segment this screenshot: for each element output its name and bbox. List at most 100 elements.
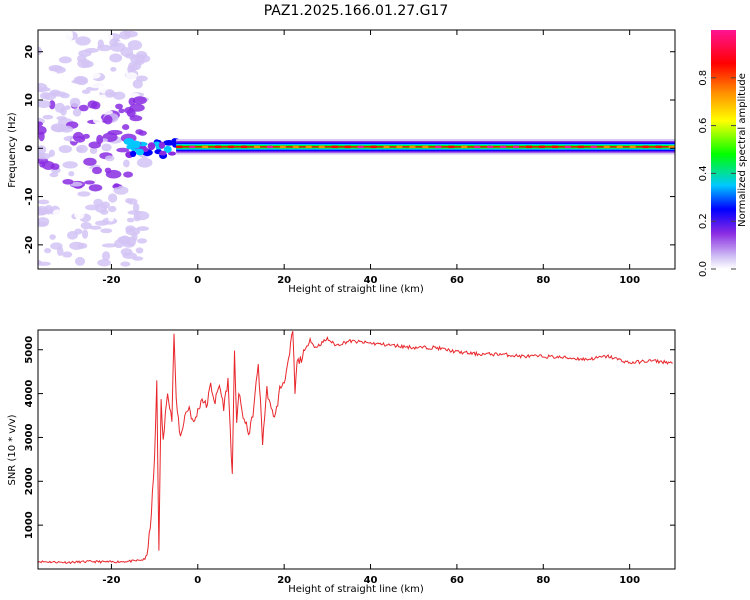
spectrogram-noise-blob	[123, 171, 133, 178]
spectrogram-noise-blob	[132, 261, 143, 266]
spectrogram-noise-blob	[115, 103, 123, 110]
spectrogram-noise-blob	[56, 246, 64, 256]
spectrogram-noise-blob	[38, 65, 46, 74]
spectrogram-xtick-label: 60	[450, 275, 464, 286]
spectrogram-noise-blob	[125, 198, 133, 204]
spectrogram-ytick-label: 0	[24, 145, 35, 152]
spectrogram-noise-blob	[136, 157, 153, 168]
spectrogram-noise-blob	[64, 105, 71, 110]
spectrogram-noise-blob	[127, 40, 143, 51]
spectrogram-noise-blob	[42, 114, 54, 120]
snr-xtick-label: 100	[619, 575, 640, 586]
spectrogram-noise-blob	[86, 209, 94, 214]
spectrogram-noise-blob	[123, 159, 130, 168]
spectrogram-ytick-label: 10	[24, 93, 35, 107]
spectrogram-panel: -20 0 20 40 60 80 100 -20 -10 0 10 20 Height of str…	[7, 29, 676, 295]
spectrogram-transition-blob	[163, 140, 175, 146]
spectrogram-noise-blob	[116, 147, 130, 153]
spectrogram-band-peak	[409, 145, 416, 149]
spectrogram-band-peak	[590, 145, 597, 149]
spectrogram-noise-blob	[107, 213, 115, 222]
spectrogram-ytick-label: -20	[24, 236, 35, 254]
colorbar-axes: 0.0 0.2 0.4 0.6 0.8	[698, 70, 736, 277]
spectrogram-noise-blob	[136, 75, 148, 82]
spectrogram-noise-blob	[77, 58, 91, 69]
spectrogram-noise-blob	[108, 193, 118, 203]
spectrogram-noise-blob	[101, 243, 118, 248]
spectrogram-noise-blob	[72, 131, 84, 142]
snr-frame	[37, 329, 676, 570]
spectrogram-noise-blob	[110, 66, 117, 72]
spectrogram-noise-blob	[97, 44, 112, 52]
spectrogram-noise-blob	[52, 209, 63, 218]
spectrogram-noise-blob	[66, 231, 78, 240]
spectrogram-noise-blob	[42, 70, 58, 78]
spectrogram-noise-blob	[84, 47, 99, 53]
spectrogram-noise-blob	[38, 30, 46, 38]
spectrogram-noise-blob	[133, 211, 150, 221]
snr-ylabel: SNR (10 * v/v)	[7, 414, 18, 485]
spectrogram-noise-blob	[119, 30, 132, 40]
spectrogram-noise-blob	[119, 69, 129, 75]
spectrogram-noise-blob	[38, 46, 43, 55]
spectrogram-noise-blob	[100, 228, 113, 234]
spectrogram-noise-blob	[72, 108, 82, 117]
snr-panel: -20 0 20 40 60 80 100 1000 2000 3000 4000 5000 Heig…	[7, 329, 676, 595]
spectrogram-noise-blob	[49, 234, 56, 240]
spectrogram-band-peak	[240, 145, 247, 149]
spectrogram-noise-blob	[101, 251, 111, 261]
spectrogram-xtick-label: -20	[102, 275, 120, 286]
spectrogram-noise-blob	[38, 199, 50, 205]
spectrogram-noise-blob	[125, 72, 138, 80]
spectrogram-band-peak	[500, 145, 507, 149]
spectrogram-noise-blob	[110, 77, 118, 85]
spectrogram-noise-blob	[46, 225, 57, 232]
spectrogram-band-peak	[176, 145, 183, 149]
colorbar-tick-label: 0.2	[698, 213, 709, 229]
spectrogram-noise-blob	[110, 42, 126, 52]
spectrogram-noise-blob	[111, 143, 119, 154]
spectrogram-noise-blob	[81, 229, 89, 239]
spectrogram-band-peak	[253, 145, 260, 149]
spectrogram-noise-blob	[124, 53, 137, 59]
spectrogram-noise-blob	[101, 143, 112, 152]
spectrogram-noise-blob	[77, 242, 88, 249]
spectrogram-band-peak	[383, 145, 390, 149]
spectrogram-band-peak	[266, 145, 273, 149]
spectrogram-noise-blob	[120, 261, 131, 267]
spectrogram-noise-blob	[58, 145, 73, 153]
spectrogram-noise-blob	[124, 107, 134, 114]
spectrogram-band-peak	[318, 145, 325, 149]
spectrogram-transition-blob	[147, 142, 156, 151]
spectrogram-band-peak	[435, 145, 442, 149]
colorbar-tick-label: 0.6	[698, 118, 709, 134]
spectrogram-noise-blob	[75, 36, 91, 46]
spectrogram-noise-blob	[97, 259, 111, 267]
spectrogram-xtick-label: 20	[277, 275, 291, 286]
spectrogram-noise-blob	[131, 62, 142, 71]
spectrogram-noise-blob	[38, 121, 43, 127]
snr-xtick-label: 40	[364, 575, 378, 586]
snr-ytick-label: 2000	[24, 467, 35, 495]
spectrogram-noise-blob	[64, 31, 74, 42]
spectrogram-noise-blob	[67, 193, 78, 201]
spectrogram-noise-blob	[68, 171, 75, 177]
spectrogram-noise-blob	[125, 227, 141, 236]
spectrogram-band-peak	[603, 145, 610, 149]
spectrogram-noise-blob	[112, 91, 126, 100]
spectrogram-noise-blob	[115, 198, 125, 203]
spectrogram-noise-blob	[93, 198, 103, 207]
spectrogram-noise-blob	[132, 96, 147, 105]
spectrogram-band-peak	[577, 145, 584, 149]
snr-xtick-label: 60	[450, 575, 464, 586]
spectrogram-noise-blob	[122, 252, 138, 259]
snr-ytick-label: 5000	[24, 336, 35, 364]
spectrogram-xlabel: Height of straight line (km)	[288, 284, 424, 295]
spectrogram-band-peak	[448, 145, 455, 149]
colorbar: 0.0 0.2 0.4 0.6 0.8 Normalized spectral ampl…	[698, 30, 748, 277]
spectrogram-noise-blob	[91, 54, 101, 63]
spectrogram-noise-blob	[113, 239, 124, 249]
spectrogram-band-peak	[370, 145, 377, 149]
spectrogram-noise-blob	[58, 56, 72, 64]
spectrogram-noise-blob	[88, 80, 103, 89]
